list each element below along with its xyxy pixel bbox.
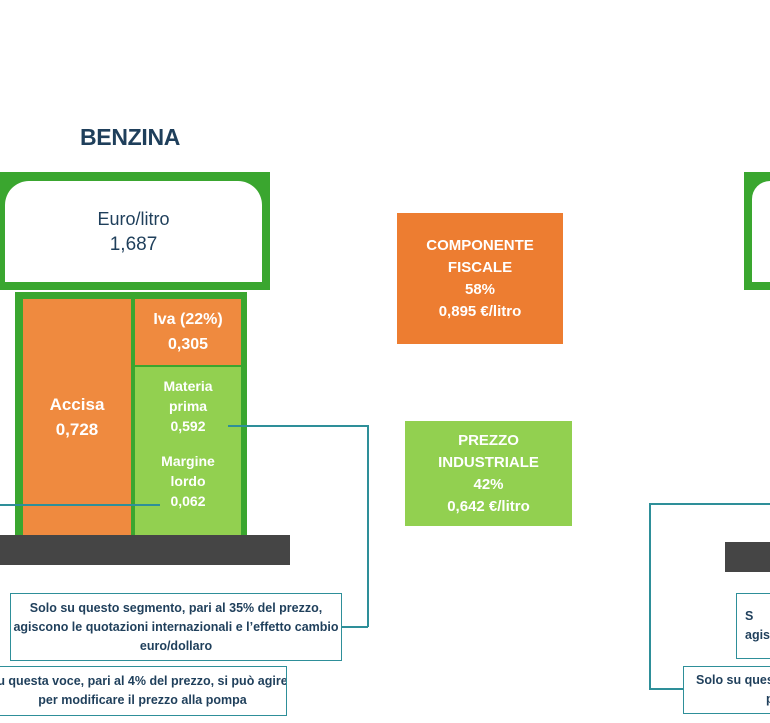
margine-label-1: Margine [161, 453, 215, 469]
accisa-label: Accisa [49, 395, 105, 414]
materia-value: 0,592 [170, 418, 206, 434]
connector-materia-v [367, 425, 369, 627]
prezzo-line1: PREZZO [458, 431, 519, 449]
segment-note-line2: agiscono le quotazioni internazionali e … [13, 619, 339, 634]
right-note-top-line1: S [745, 609, 754, 623]
segment-note-line3: euro/dollaro [139, 638, 213, 653]
segment-note: Solo su questo segmento, pari al 35% del… [10, 593, 342, 661]
iva-label: Iva (22%) [153, 311, 223, 328]
margine-value: 0,062 [170, 493, 206, 509]
iva-segment: Iva (22%) 0,305 [135, 299, 241, 365]
right-connector-h2 [649, 688, 683, 690]
right-price-box [752, 181, 770, 282]
price-box: Euro/litro 1,687 [5, 181, 262, 282]
connector-materia-h1 [228, 425, 368, 427]
right-note-bottom-line2: pe [696, 690, 770, 709]
iva-value: 0,305 [167, 336, 209, 353]
prezzo-industriale-box: PREZZO INDUSTRIALE 42% 0,642 €/litro [405, 421, 572, 526]
voce-note-line2: per modificare il prezzo alla pompa [38, 693, 247, 707]
componente-fiscale-box: COMPONENTE FISCALE 58% 0,895 €/litro [397, 213, 563, 344]
materia-margine-segment: Materia prima 0,592 Margine lordo 0,062 [135, 367, 241, 535]
componente-percent: 58% [464, 280, 496, 298]
voce-note-line1: u questa voce, pari al 4% del prezzo, si… [0, 674, 287, 688]
pump-base [0, 535, 290, 565]
voce-note: u questa voce, pari al 4% del prezzo, si… [0, 666, 287, 716]
componente-line2: FISCALE [447, 258, 513, 276]
right-note-top-line2: agis [745, 628, 770, 642]
right-note-top: S agis [736, 593, 770, 659]
right-note-bottom: Solo su quest pe [683, 666, 770, 714]
price-label: Euro/litro [97, 208, 170, 229]
right-note-bottom-line1: Solo su quest [696, 673, 770, 687]
accisa-value: 0,728 [55, 420, 99, 439]
connector-margine [0, 504, 160, 506]
connector-materia-h2 [341, 626, 368, 628]
materia-label-1: Materia [163, 378, 213, 394]
prezzo-percent: 42% [473, 475, 504, 493]
price-value: 1,687 [109, 233, 158, 255]
componente-value: 0,895 €/litro [438, 302, 522, 320]
right-connector-h1 [649, 503, 770, 505]
prezzo-line2: INDUSTRIALE [438, 453, 539, 471]
segment-note-line1: Solo su questo segmento, pari al 35% del… [29, 600, 323, 615]
componente-line1: COMPONENTE [426, 236, 534, 254]
right-connector-v [649, 503, 651, 689]
prezzo-value: 0,642 €/litro [447, 497, 530, 515]
page-title: BENZINA [80, 124, 181, 150]
margine-label-2: lordo [170, 473, 206, 489]
accisa-segment: Accisa 0,728 [23, 299, 131, 535]
materia-label-2: prima [168, 398, 208, 414]
right-pump-base [725, 542, 770, 572]
